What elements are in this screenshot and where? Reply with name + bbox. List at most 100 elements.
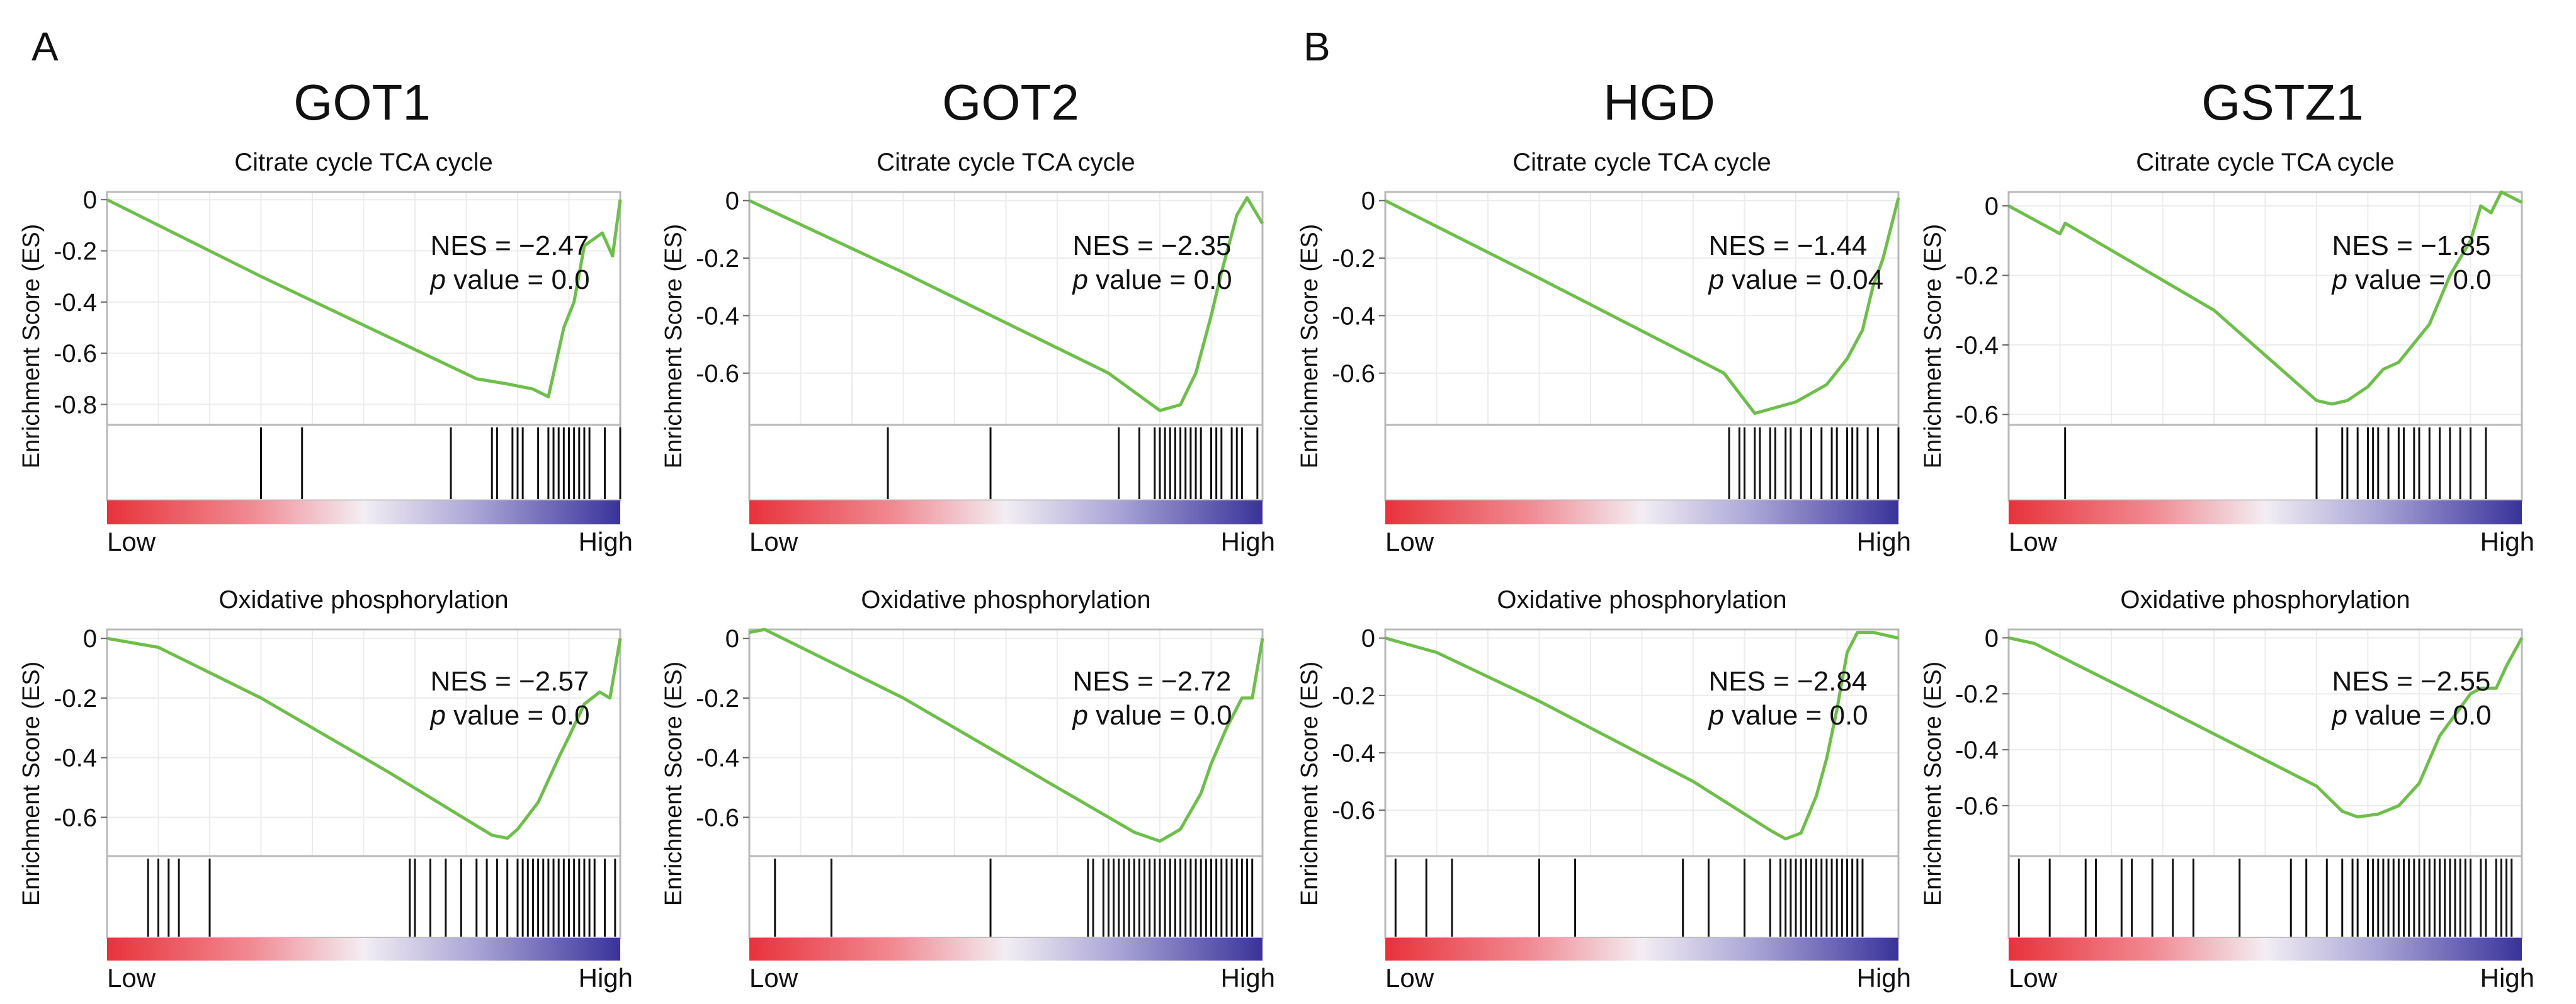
y-tick-label: -0.4	[54, 289, 97, 317]
y-axis-label: Enrichment Score (ES)	[1297, 662, 1323, 906]
ranked-list-bar	[749, 500, 1262, 524]
x-high-label: High	[1857, 963, 1911, 993]
y-tick-label: -0.4	[696, 745, 739, 772]
p-italic: p	[429, 264, 445, 295]
gsea-plot-got1-tca: Citrate cycle TCA cycle 0 -0.2 -0.4 -0.6 -0.8…	[18, 149, 633, 556]
gsea-plot-got1-oxphos: Oxidative phosphorylation 0 -0.2 -0.4 -0.6 En…	[18, 586, 633, 993]
gsea-plot-hgd-tca: Citrate cycle TCA cycle 0 -0.2 -0.4 -0.6 Enri…	[1297, 149, 1911, 556]
plot-title: Citrate cycle TCA cycle	[1512, 149, 1771, 176]
plot-title: Citrate cycle TCA cycle	[2136, 149, 2395, 176]
y-tick-label: -0.4	[696, 302, 739, 330]
y-tick-label: 0	[1985, 624, 1999, 652]
x-low-label: Low	[1385, 963, 1434, 993]
nes-text: NES = −2.47	[430, 230, 589, 261]
gsea-plot-hgd-oxphos: Oxidative phosphorylation 0 -0.2 -0.4 -0.6 En…	[1297, 586, 1911, 993]
ranked-list-bar	[107, 500, 620, 524]
y-axis-label: Enrichment Score (ES)	[1920, 224, 1946, 469]
x-low-label: Low	[1385, 527, 1434, 556]
ranked-list-bar	[1385, 500, 1898, 524]
gsea-plot-grid: Citrate cycle TCA cycle 0 -0.2 -0.4 -0.6 -0.8…	[18, 149, 2534, 993]
gsea-plot-got2-tca: Citrate cycle TCA cycle 0 -0.2 -0.4 -0.6 Enri…	[661, 149, 1275, 556]
column-title-got2: GOT2	[942, 74, 1079, 130]
p-italic: p	[1707, 700, 1723, 731]
x-low-label: Low	[107, 527, 156, 556]
y-tick-label: -0.6	[1955, 792, 1999, 820]
y-tick-label: -0.4	[1955, 332, 1999, 359]
y-tick-label: -0.2	[1332, 682, 1375, 710]
x-high-label: High	[579, 527, 633, 556]
nes-text: NES = −2.35	[1072, 230, 1231, 261]
p-value-text: p value = 0.0	[2330, 700, 2491, 731]
x-low-label: Low	[2009, 963, 2058, 993]
p-italic: p	[2330, 700, 2347, 731]
y-tick-label: -0.2	[1955, 680, 1999, 708]
es-curve	[749, 628, 1264, 843]
p-italic: p	[429, 700, 445, 731]
gsea-plot-got2-oxphos: Oxidative phosphorylation 0 -0.2 -0.4 -0.6 En…	[661, 586, 1275, 993]
p-italic: p	[1071, 700, 1087, 731]
p-rest: value = 0.0	[2347, 264, 2492, 295]
p-value-text: p value = 0.0	[1071, 700, 1232, 731]
p-value-text: p value = 0.0	[1071, 264, 1232, 295]
y-tick-label: -0.6	[54, 804, 97, 832]
column-title-gstz1: GSTZ1	[2201, 74, 2364, 130]
x-high-label: High	[1221, 527, 1275, 556]
ranked-list-bar	[107, 938, 620, 961]
p-value-text: p value = 0.0	[1707, 700, 1868, 731]
p-value-text: p value = 0.0	[2330, 264, 2491, 295]
x-low-label: Low	[749, 963, 798, 993]
hit-plot-frame	[2007, 424, 2523, 502]
y-tick-label: 0	[725, 188, 739, 215]
plot-title: Oxidative phosphorylation	[1497, 586, 1786, 614]
plot-title: Citrate cycle TCA cycle	[234, 149, 493, 176]
y-tick-label: -0.2	[1332, 245, 1375, 273]
p-value-text: p value = 0.04	[1707, 264, 1883, 295]
ranked-list-bar	[1385, 938, 1898, 961]
p-rest: value = 0.0	[1088, 700, 1232, 731]
column-title-hgd: HGD	[1603, 74, 1715, 130]
panel-label-a: A	[31, 24, 59, 69]
nes-text: NES = −2.84	[1708, 666, 1867, 697]
x-high-label: High	[579, 963, 633, 993]
y-tick-label: -0.4	[1332, 740, 1375, 767]
ranked-list-bar	[749, 938, 1262, 961]
y-axis-label: Enrichment Score (ES)	[18, 224, 45, 469]
p-italic: p	[1707, 264, 1723, 295]
p-italic: p	[2330, 264, 2347, 295]
plot-title: Oxidative phosphorylation	[218, 586, 508, 614]
p-rest: value = 0.04	[1724, 264, 1883, 295]
x-low-label: Low	[2009, 527, 2058, 556]
hit-plot-frame	[106, 424, 621, 502]
es-curve	[1385, 631, 1899, 841]
y-tick-label: -0.4	[1332, 302, 1375, 330]
y-tick-label: -0.4	[54, 745, 97, 772]
y-axis-label: Enrichment Score (ES)	[661, 662, 687, 906]
y-tick-label: -0.2	[696, 685, 739, 713]
es-curve	[2008, 636, 2524, 819]
es-curve	[106, 636, 622, 840]
nes-text: NES = −2.55	[2332, 666, 2490, 697]
x-high-label: High	[2480, 527, 2534, 556]
x-low-label: Low	[107, 963, 156, 993]
p-italic: p	[1071, 264, 1087, 295]
y-tick-label: 0	[1361, 625, 1375, 653]
x-high-label: High	[1857, 527, 1911, 556]
panel-label-b: B	[1303, 24, 1331, 69]
y-tick-label: 0	[1985, 193, 1999, 220]
ranked-list-bar	[2009, 500, 2522, 524]
x-low-label: Low	[749, 527, 798, 556]
y-axis-label: Enrichment Score (ES)	[661, 224, 687, 469]
gsea-plot-gstz1-tca: Citrate cycle TCA cycle 0 -0.2 -0.4 -0.6 Enri…	[1920, 149, 2534, 556]
nes-text: NES = −1.85	[2332, 230, 2490, 261]
y-tick-label: -0.2	[54, 685, 97, 713]
y-tick-label: -0.6	[696, 360, 739, 388]
y-tick-label: 0	[725, 625, 739, 653]
p-rest: value = 0.0	[1088, 264, 1232, 295]
y-tick-label: -0.2	[54, 238, 97, 266]
y-axis-label: Enrichment Score (ES)	[1920, 662, 1946, 906]
y-tick-label: -0.4	[1955, 736, 1999, 764]
y-tick-label: 0	[1361, 188, 1375, 215]
p-rest: value = 0.0	[446, 700, 590, 731]
y-tick-label: -0.6	[696, 804, 739, 832]
plot-title: Oxidative phosphorylation	[861, 586, 1150, 614]
